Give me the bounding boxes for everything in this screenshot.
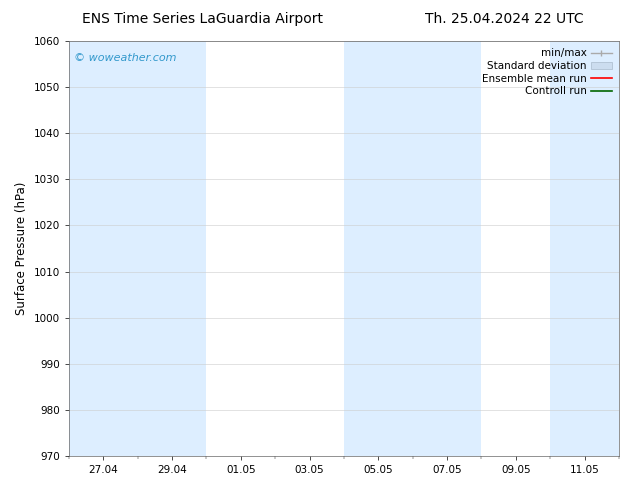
Bar [344, 41, 413, 456]
Text: ENS Time Series LaGuardia Airport: ENS Time Series LaGuardia Airport [82, 12, 323, 26]
Bar [138, 41, 207, 456]
Legend: min/max, Standard deviation, Ensemble mean run, Controll run: min/max, Standard deviation, Ensemble me… [480, 46, 614, 98]
Bar [413, 41, 481, 456]
Bar [550, 41, 619, 456]
Y-axis label: Surface Pressure (hPa): Surface Pressure (hPa) [15, 182, 28, 315]
Text: Th. 25.04.2024 22 UTC: Th. 25.04.2024 22 UTC [425, 12, 583, 26]
Bar [69, 41, 138, 456]
Text: © woweather.com: © woweather.com [74, 53, 177, 64]
